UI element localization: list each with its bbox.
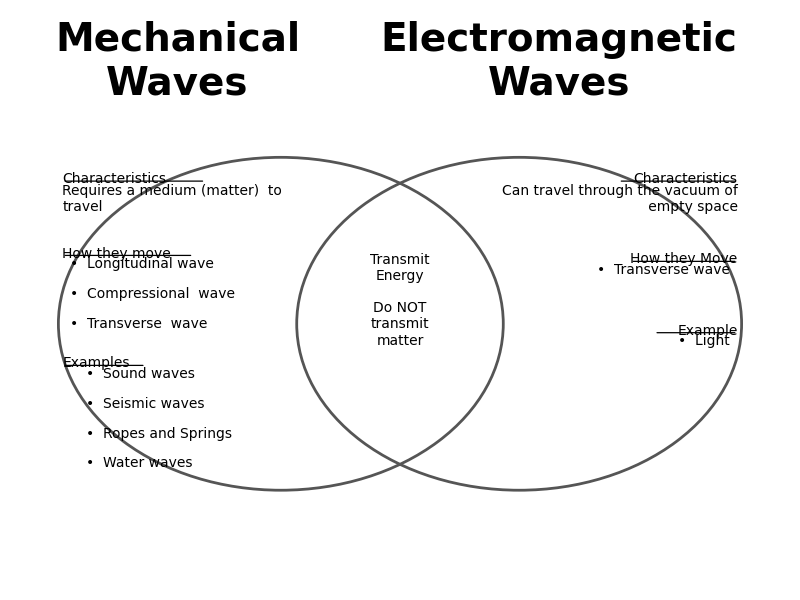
Text: •  Transverse  wave: • Transverse wave [70, 317, 208, 331]
Text: How they move: How they move [62, 247, 171, 260]
Text: •  Seismic waves: • Seismic waves [86, 397, 205, 411]
Text: Can travel through the vacuum of
              empty space: Can travel through the vacuum of empty s… [502, 184, 738, 214]
Text: Characteristics: Characteristics [62, 172, 166, 186]
Text: •  Ropes and Springs: • Ropes and Springs [86, 427, 232, 440]
Text: Example: Example [678, 324, 738, 338]
Text: •  Longitudinal wave: • Longitudinal wave [70, 257, 214, 271]
Text: •  Compressional  wave: • Compressional wave [70, 287, 235, 301]
Text: Transmit
Energy

Do NOT
transmit
matter: Transmit Energy Do NOT transmit matter [370, 253, 430, 347]
Text: •  Transverse wave: • Transverse wave [597, 263, 730, 277]
Text: •  Water waves: • Water waves [86, 457, 193, 470]
Text: Mechanical
Waves: Mechanical Waves [55, 20, 300, 103]
Text: Examples: Examples [62, 356, 130, 370]
Text: •  Light: • Light [678, 334, 730, 349]
Text: Electromagnetic
Waves: Electromagnetic Waves [381, 20, 738, 103]
Text: •  Sound waves: • Sound waves [86, 367, 195, 381]
Text: How they Move: How they Move [630, 253, 738, 266]
Text: Requires a medium (matter)  to
travel: Requires a medium (matter) to travel [62, 184, 282, 214]
Text: Characteristics: Characteristics [634, 172, 738, 186]
